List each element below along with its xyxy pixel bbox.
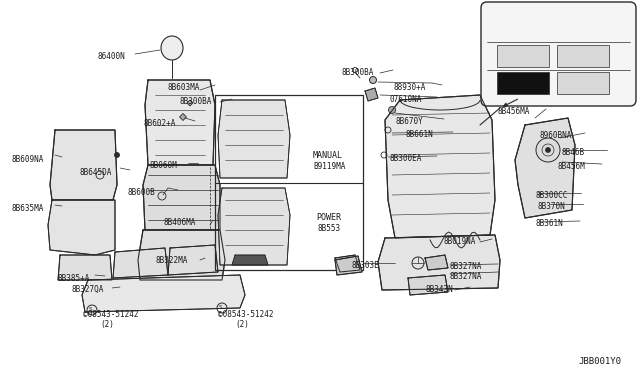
Polygon shape — [50, 130, 117, 200]
Polygon shape — [58, 255, 112, 280]
Text: S: S — [219, 305, 223, 310]
Polygon shape — [48, 200, 115, 255]
Text: 8B370N: 8B370N — [538, 202, 566, 211]
Text: 8B635MA: 8B635MA — [12, 204, 44, 213]
Text: 8B645DA: 8B645DA — [80, 168, 113, 177]
Circle shape — [545, 148, 550, 153]
Polygon shape — [378, 235, 500, 290]
Text: 8B46B: 8B46B — [562, 148, 585, 157]
Polygon shape — [113, 248, 168, 278]
Polygon shape — [168, 245, 218, 275]
Circle shape — [388, 106, 396, 113]
Text: 8B300BA: 8B300BA — [342, 68, 374, 77]
Polygon shape — [218, 100, 290, 178]
Text: 8B300EA: 8B300EA — [390, 154, 422, 163]
Text: (2): (2) — [235, 320, 249, 329]
Text: 8B609NA: 8B609NA — [12, 155, 44, 164]
Polygon shape — [82, 275, 245, 312]
Text: 8B327NA: 8B327NA — [450, 272, 483, 281]
Polygon shape — [145, 80, 215, 165]
FancyBboxPatch shape — [481, 2, 636, 106]
Text: 8B327QA: 8B327QA — [72, 285, 104, 294]
Text: 8B343N: 8B343N — [425, 285, 452, 294]
Polygon shape — [335, 255, 360, 272]
Text: MANUAL: MANUAL — [313, 151, 343, 160]
Text: 8B300CC: 8B300CC — [535, 191, 568, 200]
Polygon shape — [232, 255, 268, 265]
Text: 8B019NA: 8B019NA — [444, 237, 476, 246]
Text: ©08543-51242: ©08543-51242 — [218, 310, 273, 319]
Text: 8B456MA: 8B456MA — [498, 107, 531, 116]
Text: JBB001Y0: JBB001Y0 — [578, 357, 621, 366]
Text: 8B670Y: 8B670Y — [395, 117, 423, 126]
Text: 8B661N: 8B661N — [405, 130, 433, 139]
Bar — [497, 72, 549, 94]
Circle shape — [115, 153, 120, 157]
Text: >: > — [538, 191, 542, 197]
Text: (2): (2) — [100, 320, 114, 329]
Bar — [497, 45, 549, 67]
Ellipse shape — [161, 36, 183, 60]
Text: 86400N: 86400N — [98, 52, 125, 61]
Text: POWER: POWER — [316, 213, 341, 222]
Polygon shape — [408, 275, 448, 295]
Text: 8B600B: 8B600B — [128, 188, 156, 197]
Text: 8B603MA: 8B603MA — [167, 83, 200, 92]
Polygon shape — [335, 256, 362, 275]
Polygon shape — [218, 188, 290, 265]
Polygon shape — [385, 95, 495, 238]
Polygon shape — [365, 88, 378, 101]
Polygon shape — [138, 230, 225, 280]
Polygon shape — [425, 255, 448, 270]
Bar — [215, 95, 363, 270]
Text: 8B553: 8B553 — [318, 224, 341, 233]
Text: 8B406MA: 8B406MA — [164, 218, 196, 227]
Text: S: S — [89, 307, 93, 312]
Text: 8B361N: 8B361N — [535, 219, 563, 228]
Circle shape — [536, 138, 560, 162]
Text: B9119MA: B9119MA — [313, 162, 346, 171]
Text: 8B327NA: 8B327NA — [450, 262, 483, 271]
Bar — [557, 45, 609, 67]
Text: 07610NA: 07610NA — [389, 95, 421, 104]
Text: 8B456M: 8B456M — [558, 162, 586, 171]
Polygon shape — [515, 118, 575, 218]
Circle shape — [369, 77, 376, 83]
Bar — [557, 72, 609, 94]
Text: 8B602+A: 8B602+A — [143, 119, 175, 128]
Text: 8960BNA: 8960BNA — [540, 131, 572, 140]
Text: 8B060M: 8B060M — [149, 161, 177, 170]
Text: 88930+A: 88930+A — [393, 83, 426, 92]
Text: 8B300BA: 8B300BA — [179, 97, 211, 106]
Text: ©08543-51242: ©08543-51242 — [83, 310, 138, 319]
Text: 8B322MA: 8B322MA — [156, 256, 188, 265]
Text: 8B303E: 8B303E — [352, 261, 380, 270]
Text: 8B385+A: 8B385+A — [57, 274, 90, 283]
Polygon shape — [143, 165, 220, 230]
